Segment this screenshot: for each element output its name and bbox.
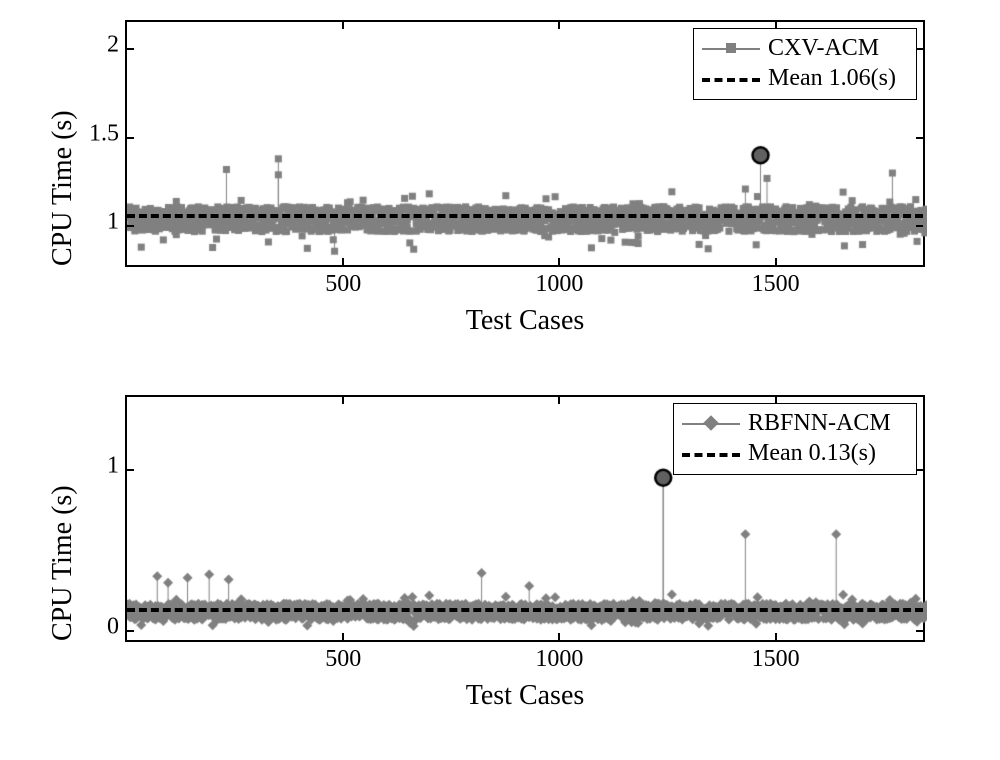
top-mean-line xyxy=(127,214,923,218)
legend-series-label: RBFNN-ACM xyxy=(748,410,891,437)
legend-series-label: CXV-ACM xyxy=(768,35,879,62)
figure: CXV-ACMMean 1.06(s) 5001000150011.52 CPU… xyxy=(0,0,1000,760)
xtick-label: 1500 xyxy=(752,271,800,298)
legend-series-row: RBFNN-ACM xyxy=(682,408,908,438)
diamond-marker-icon xyxy=(682,413,740,433)
bottom-plot-box: RBFNN-ACMMean 0.13(s) 5001000150001 xyxy=(125,395,925,642)
legend-series-row: CXV-ACM xyxy=(702,33,908,63)
ytick-label: 1 xyxy=(107,452,119,479)
ytick-label: 1 xyxy=(107,209,119,236)
bottom-legend: RBFNN-ACM Mean 0.13(s) xyxy=(673,403,917,475)
xtick-label: 500 xyxy=(325,646,361,673)
bottom-x-axis-label: Test Cases xyxy=(125,680,925,712)
legend-mean-label: Mean 1.06(s) xyxy=(768,65,896,92)
xtick-label: 1000 xyxy=(535,271,583,298)
bottom-mean-line xyxy=(127,608,923,612)
square-marker-icon xyxy=(702,38,760,58)
top-legend: CXV-ACM Mean 1.06(s) xyxy=(693,28,917,100)
dashed-line-icon xyxy=(702,68,760,88)
legend-mean-row: Mean 0.13(s) xyxy=(682,438,908,468)
bottom-panel: RBFNN-ACMMean 0.13(s) 5001000150001 CPU … xyxy=(125,395,925,732)
top-x-axis-label: Test Cases xyxy=(125,305,925,337)
ytick-label: 0 xyxy=(107,614,119,641)
ytick-label: 2 xyxy=(107,31,119,58)
xtick-label: 1000 xyxy=(535,646,583,673)
top-y-axis-label: CPU Time (s) xyxy=(47,20,79,357)
legend-mean-row: Mean 1.06(s) xyxy=(702,63,908,93)
xtick-label: 1500 xyxy=(752,646,800,673)
dashed-line-icon xyxy=(682,443,740,463)
legend-mean-label: Mean 0.13(s) xyxy=(748,440,876,467)
top-plot-box: CXV-ACMMean 1.06(s) 5001000150011.52 xyxy=(125,20,925,267)
top-panel: CXV-ACMMean 1.06(s) 5001000150011.52 CPU… xyxy=(125,20,925,357)
xtick-label: 500 xyxy=(325,271,361,298)
bottom-y-axis-label: CPU Time (s) xyxy=(47,395,79,732)
ytick-label: 1.5 xyxy=(89,120,119,147)
